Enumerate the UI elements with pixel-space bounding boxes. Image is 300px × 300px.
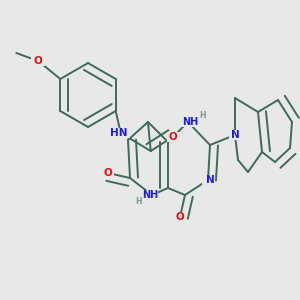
Text: H: H	[199, 112, 205, 121]
Bar	[229, 130, 241, 140]
Bar	[182, 117, 194, 127]
Text: NH: NH	[182, 117, 198, 127]
Text: HN: HN	[110, 128, 128, 138]
Text: O: O	[34, 56, 43, 66]
Text: NH: NH	[142, 190, 158, 200]
Bar	[146, 190, 158, 200]
Text: O: O	[168, 132, 177, 142]
Bar	[167, 132, 179, 142]
Bar	[202, 175, 214, 185]
Bar	[112, 128, 130, 138]
Bar	[174, 212, 186, 222]
Bar	[31, 56, 45, 66]
Text: O: O	[103, 168, 112, 178]
Text: H: H	[135, 196, 141, 206]
Text: N: N	[231, 130, 239, 140]
Bar	[102, 168, 114, 178]
Text: O: O	[176, 212, 184, 222]
Text: N: N	[206, 175, 214, 185]
